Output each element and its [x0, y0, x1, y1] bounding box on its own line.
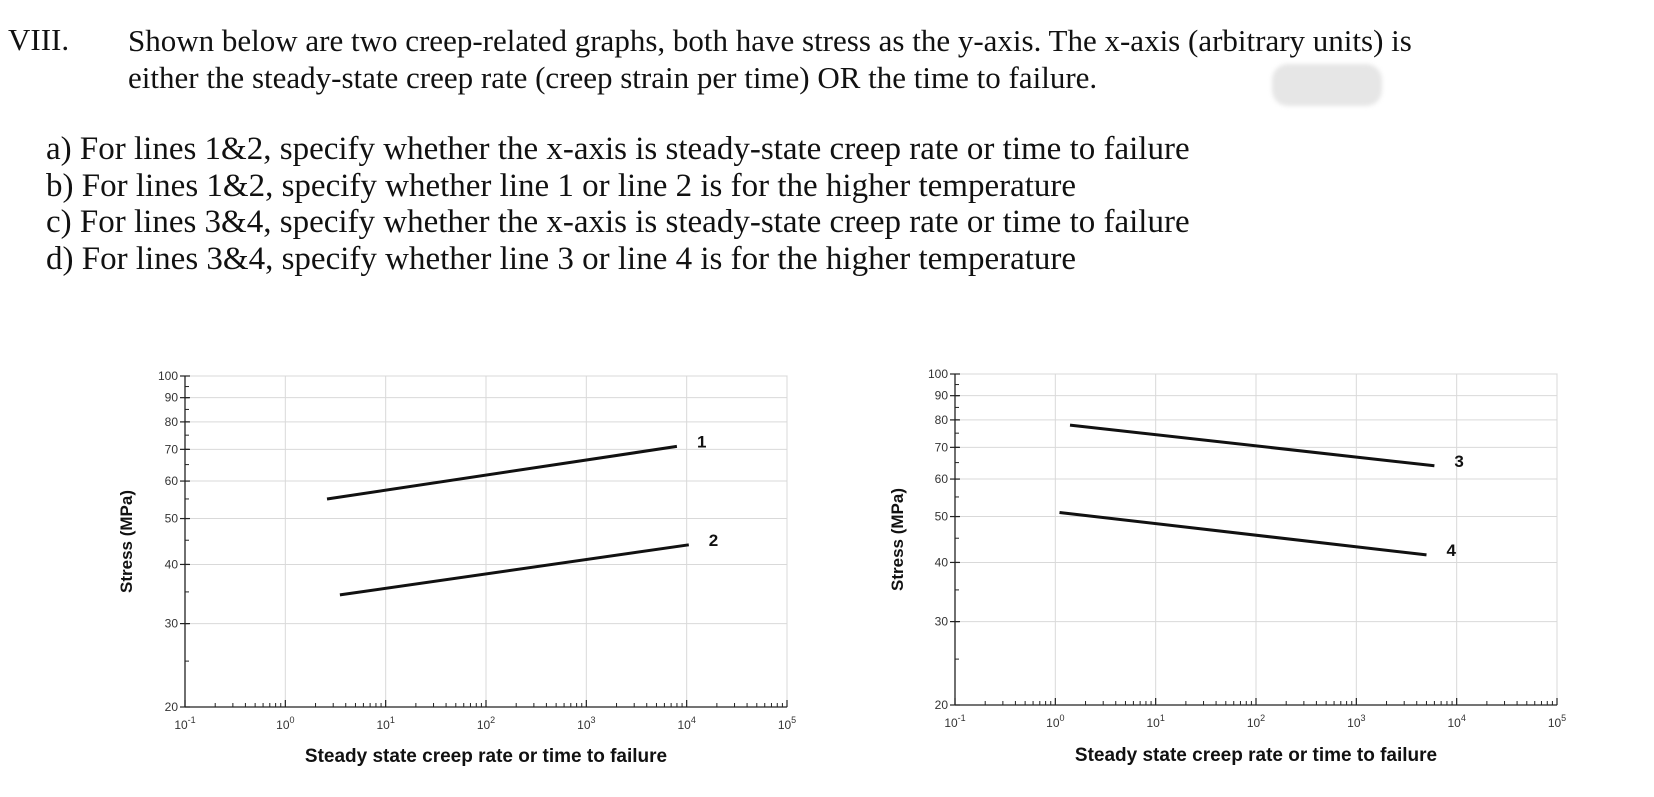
x-tick-label: 101	[376, 715, 394, 732]
y-tick-label: 30	[935, 615, 949, 629]
problem-number: VIII.	[8, 22, 70, 57]
x-tick-label: 102	[477, 715, 495, 732]
y-tick-label: 90	[935, 389, 949, 403]
y-tick-label: 100	[158, 369, 178, 383]
x-tick-label: 105	[1548, 713, 1566, 730]
question-b: b) For lines 1&2, specify whether line 1…	[46, 167, 1077, 204]
x-tick-label: 100	[276, 715, 294, 732]
x-axis-label: Steady state creep rate or time to failu…	[1075, 745, 1437, 766]
y-tick-label: 50	[935, 510, 949, 524]
y-axis-label: Stress (MPa)	[117, 490, 136, 593]
question-list: a) For lines 1&2, specify whether the x-…	[46, 131, 1190, 277]
x-axis-label: Steady state creep rate or time to failu…	[305, 746, 667, 767]
question-d: d) For lines 3&4, specify whether line 3…	[46, 240, 1077, 277]
x-tick-label: 104	[1447, 713, 1465, 730]
series-label-4: 4	[1446, 541, 1456, 560]
series-line-3	[1069, 423, 1435, 468]
series-line-2	[339, 543, 690, 597]
y-tick-label: 70	[935, 440, 949, 454]
x-tick-label: 10-1	[944, 713, 965, 730]
y-tick-label: 80	[165, 415, 179, 429]
y-tick-label: 70	[165, 442, 179, 456]
y-tick-label: 30	[165, 617, 179, 631]
series-label-3: 3	[1454, 452, 1463, 471]
y-tick-label: 50	[165, 512, 179, 526]
y-tick-label: 20	[935, 698, 949, 712]
x-tick-label: 10-1	[174, 715, 195, 732]
y-tick-label: 100	[928, 367, 948, 381]
intro-line: Shown below are two creep-related graphs…	[128, 23, 1412, 58]
y-tick-label: 60	[165, 474, 179, 488]
y-tick-label: 40	[165, 557, 179, 571]
y-tick-label: 20	[165, 700, 179, 714]
y-axis-label: Stress (MPa)	[888, 488, 907, 591]
series-label-2: 2	[709, 531, 718, 550]
x-tick-label: 103	[1347, 713, 1365, 730]
x-tick-label: 104	[677, 715, 695, 732]
series-label-1: 1	[697, 432, 706, 451]
x-tick-label: 103	[577, 715, 595, 732]
x-tick-label: 100	[1046, 713, 1064, 730]
y-tick-label: 40	[935, 555, 949, 569]
series-line-4	[1059, 511, 1427, 557]
intro-line: either the steady-state creep rate (cree…	[128, 60, 1098, 95]
question-a: a) For lines 1&2, specify whether the x-…	[46, 131, 1190, 167]
y-tick-label: 80	[935, 413, 949, 427]
redaction-smudge	[1272, 64, 1382, 106]
x-tick-label: 101	[1146, 713, 1164, 730]
x-tick-label: 105	[778, 715, 796, 732]
question-c: c) For lines 3&4, specify whether the x-…	[46, 204, 1190, 240]
problem-intro: Shown below are two creep-related graphs…	[128, 22, 1648, 96]
series-line-1	[326, 444, 678, 501]
y-tick-label: 60	[935, 472, 949, 486]
x-tick-label: 102	[1247, 713, 1265, 730]
y-tick-label: 90	[165, 391, 179, 405]
